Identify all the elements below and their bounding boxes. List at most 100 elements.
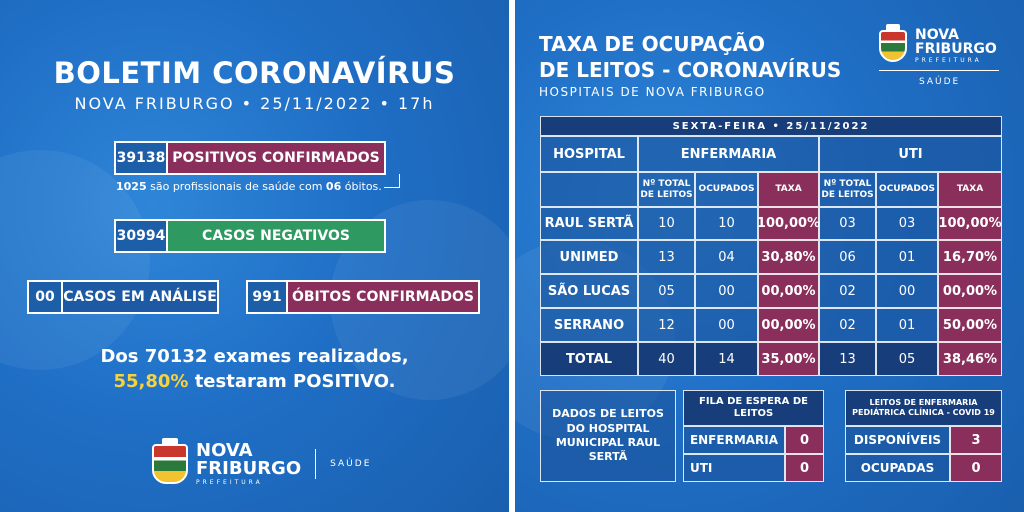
negativos-value: 30994 — [116, 221, 168, 251]
col-uti: UTI — [819, 136, 1002, 172]
pediatrica-title: LEITOS DE ENFERMARIA PEDIÁTRICA CLÍNICA … — [845, 390, 1002, 426]
subheader-taxa-uti: TAXA — [938, 172, 1002, 207]
positivos-confirmados-box: 39138 POSITIVOS CONFIRMADOS — [114, 141, 386, 175]
cell-e-taxa: 30,80% — [758, 240, 819, 274]
profissionais-note: 1025 são profissionais de saúde com 06 ó… — [116, 180, 382, 193]
subheader-total-enfermaria: Nº TOTAL DE LEITOS — [638, 172, 695, 207]
subheader-ocupados-enfermaria: OCUPADOS — [695, 172, 758, 207]
fila-uti-label: UTI — [683, 454, 785, 482]
subheader-ocupados-uti: OCUPADOS — [876, 172, 938, 207]
analise-value: 00 — [29, 282, 63, 312]
hospital-name: SERRANO — [540, 308, 638, 342]
disponiveis-value: 3 — [950, 426, 1002, 454]
negativos-label: CASOS NEGATIVOS — [168, 221, 384, 251]
cell-u-taxa: 38,46% — [938, 342, 1002, 376]
ocupacao-subtitle: HOSPITAIS DE NOVA FRIBURGO — [539, 85, 766, 99]
obitos-confirmados-box: 991 ÓBITOS CONFIRMADOS — [246, 280, 480, 314]
exames-line-2-rest: testaram POSITIVO. — [188, 371, 396, 392]
analise-label: CASOS EM ANÁLISE — [63, 282, 217, 312]
profissionais-text: são profissionais de saúde com — [146, 180, 326, 193]
cell-u-taxa: 00,00% — [938, 274, 1002, 308]
cell-u-ocup: 01 — [876, 308, 938, 342]
cell-e-ocup: 04 — [695, 240, 758, 274]
date-header: SEXTA-FEIRA • 25/11/2022 — [540, 116, 1002, 136]
cell-e-taxa: 00,00% — [758, 274, 819, 308]
profissionais-suffix: óbitos. — [341, 180, 382, 193]
cell-e-total: 12 — [638, 308, 695, 342]
logo-line-1: NOVA — [196, 440, 253, 461]
logo-line-2: FRIBURGO — [196, 458, 302, 479]
boletim-panel: BOLETIM CORONAVÍRUS NOVA FRIBURGO • 25/1… — [0, 0, 509, 512]
subheader-taxa-enfermaria: TAXA — [758, 172, 819, 207]
fila-enfermaria-value: 0 — [785, 426, 824, 454]
cell-e-taxa: 00,00% — [758, 308, 819, 342]
cell-u-total: 06 — [819, 240, 876, 274]
prefeitura-logo-right: NOVA FRIBURGO PREFEITURA SAÚDE — [879, 24, 999, 87]
casos-em-analise-box: 00 CASOS EM ANÁLISE — [27, 280, 219, 314]
cell-e-total: 40 — [638, 342, 695, 376]
profissionais-obitos: 06 — [325, 180, 342, 193]
cell-u-ocup: 05 — [876, 342, 938, 376]
cell-e-ocup: 00 — [695, 308, 758, 342]
profissionais-count: 1025 — [116, 180, 147, 193]
logo-text-right: NOVA FRIBURGO PREFEITURA — [915, 28, 997, 64]
disponiveis-label: DISPONÍVEIS — [845, 426, 950, 454]
cell-u-ocup: 01 — [876, 240, 938, 274]
exames-line-1: Dos 70132 exames realizados, — [100, 346, 409, 367]
casos-negativos-box: 30994 CASOS NEGATIVOS — [114, 219, 386, 253]
dados-leitos-label: DADOS DE LEITOS DO HOSPITAL MUNICIPAL RA… — [540, 390, 676, 482]
prefeitura-logo: NOVA FRIBURGO PREFEITURA SAÚDE — [152, 438, 372, 486]
logo-saude: SAÚDE — [330, 459, 372, 469]
hospital-name: RAUL SERTÃ — [540, 207, 638, 240]
hospital-name: SÃO LUCAS — [540, 274, 638, 308]
boletim-title: BOLETIM CORONAVÍRUS — [53, 56, 456, 90]
cell-u-total: 13 — [819, 342, 876, 376]
logo-divider — [315, 449, 317, 479]
cell-u-taxa: 16,70% — [938, 240, 1002, 274]
cell-e-ocup: 10 — [695, 207, 758, 240]
ocupacao-title-2: DE LEITOS - CORONAVÍRUS — [539, 58, 842, 82]
positivos-label: POSITIVOS CONFIRMADOS — [168, 143, 384, 173]
note-connector — [384, 174, 400, 188]
fila-uti-value: 0 — [785, 454, 824, 482]
city-crest-icon — [879, 24, 907, 62]
hospital-name: TOTAL — [540, 342, 638, 376]
cell-e-taxa: 35,00% — [758, 342, 819, 376]
cell-u-taxa: 100,00% — [938, 207, 1002, 240]
city-crest-icon — [152, 438, 188, 484]
logo-divider — [879, 70, 999, 71]
obitos-value: 991 — [248, 282, 288, 312]
ocupadas-value: 0 — [950, 454, 1002, 482]
cell-e-total: 05 — [638, 274, 695, 308]
cell-e-ocup: 14 — [695, 342, 758, 376]
logo-line-1: NOVA — [915, 27, 959, 43]
cell-e-ocup: 00 — [695, 274, 758, 308]
positivity-rate: 55,80% — [113, 371, 189, 392]
subheader-total-uti: Nº TOTAL DE LEITOS — [819, 172, 876, 207]
logo-prefeitura: PREFEITURA — [915, 57, 982, 64]
logo-line-2: FRIBURGO — [915, 41, 997, 57]
cell-u-ocup: 03 — [876, 207, 938, 240]
cell-e-taxa: 100,00% — [757, 207, 820, 240]
cell-u-total: 02 — [819, 308, 876, 342]
ocupadas-label: OCUPADAS — [845, 454, 950, 482]
cell-u-total: 02 — [819, 274, 876, 308]
exames-line-2: 55,80% testaram POSITIVO. — [0, 371, 509, 392]
ocupacao-panel: TAXA DE OCUPAÇÃO DE LEITOS - CORONAVÍRUS… — [515, 0, 1024, 512]
boletim-subtitle: NOVA FRIBURGO • 25/11/2022 • 17h — [74, 94, 435, 113]
col-hospital: HOSPITAL — [540, 136, 638, 172]
obitos-label: ÓBITOS CONFIRMADOS — [288, 282, 478, 312]
cell-u-total: 03 — [819, 207, 876, 240]
fila-espera-title: FILA DE ESPERA DE LEITOS — [683, 390, 824, 426]
cell-u-taxa: 50,00% — [938, 308, 1002, 342]
cell-e-total: 10 — [638, 207, 695, 240]
col-enfermaria: ENFERMARIA — [638, 136, 819, 172]
positivos-value: 39138 — [116, 143, 168, 173]
hospital-name: UNIMED — [540, 240, 638, 274]
fila-enfermaria-label: ENFERMARIA — [683, 426, 785, 454]
logo-text: NOVA FRIBURGO PREFEITURA — [196, 442, 301, 486]
ocupacao-title-1: TAXA DE OCUPAÇÃO — [539, 32, 766, 56]
logo-saude: SAÚDE — [919, 77, 961, 87]
cell-e-total: 13 — [638, 240, 695, 274]
logo-prefeitura: PREFEITURA — [196, 479, 263, 486]
